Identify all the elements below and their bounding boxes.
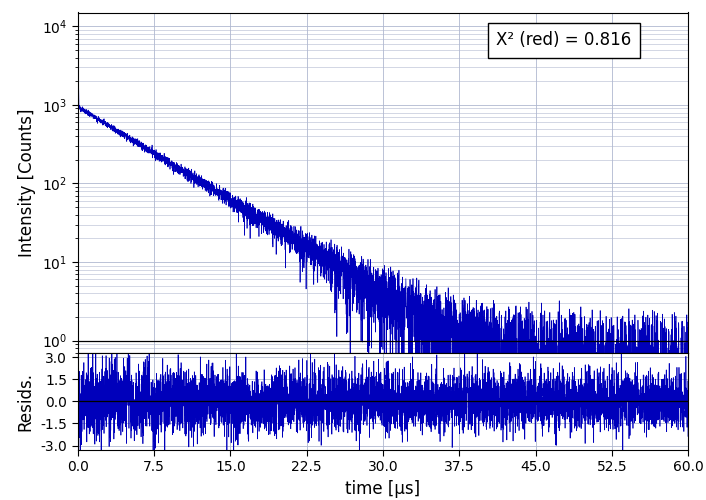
Y-axis label: Resids.: Resids. [17,372,35,431]
Text: X² (red) = 0.816: X² (red) = 0.816 [496,31,631,49]
Y-axis label: Intensity [Counts]: Intensity [Counts] [18,108,36,257]
X-axis label: time [μs]: time [μs] [345,480,421,498]
